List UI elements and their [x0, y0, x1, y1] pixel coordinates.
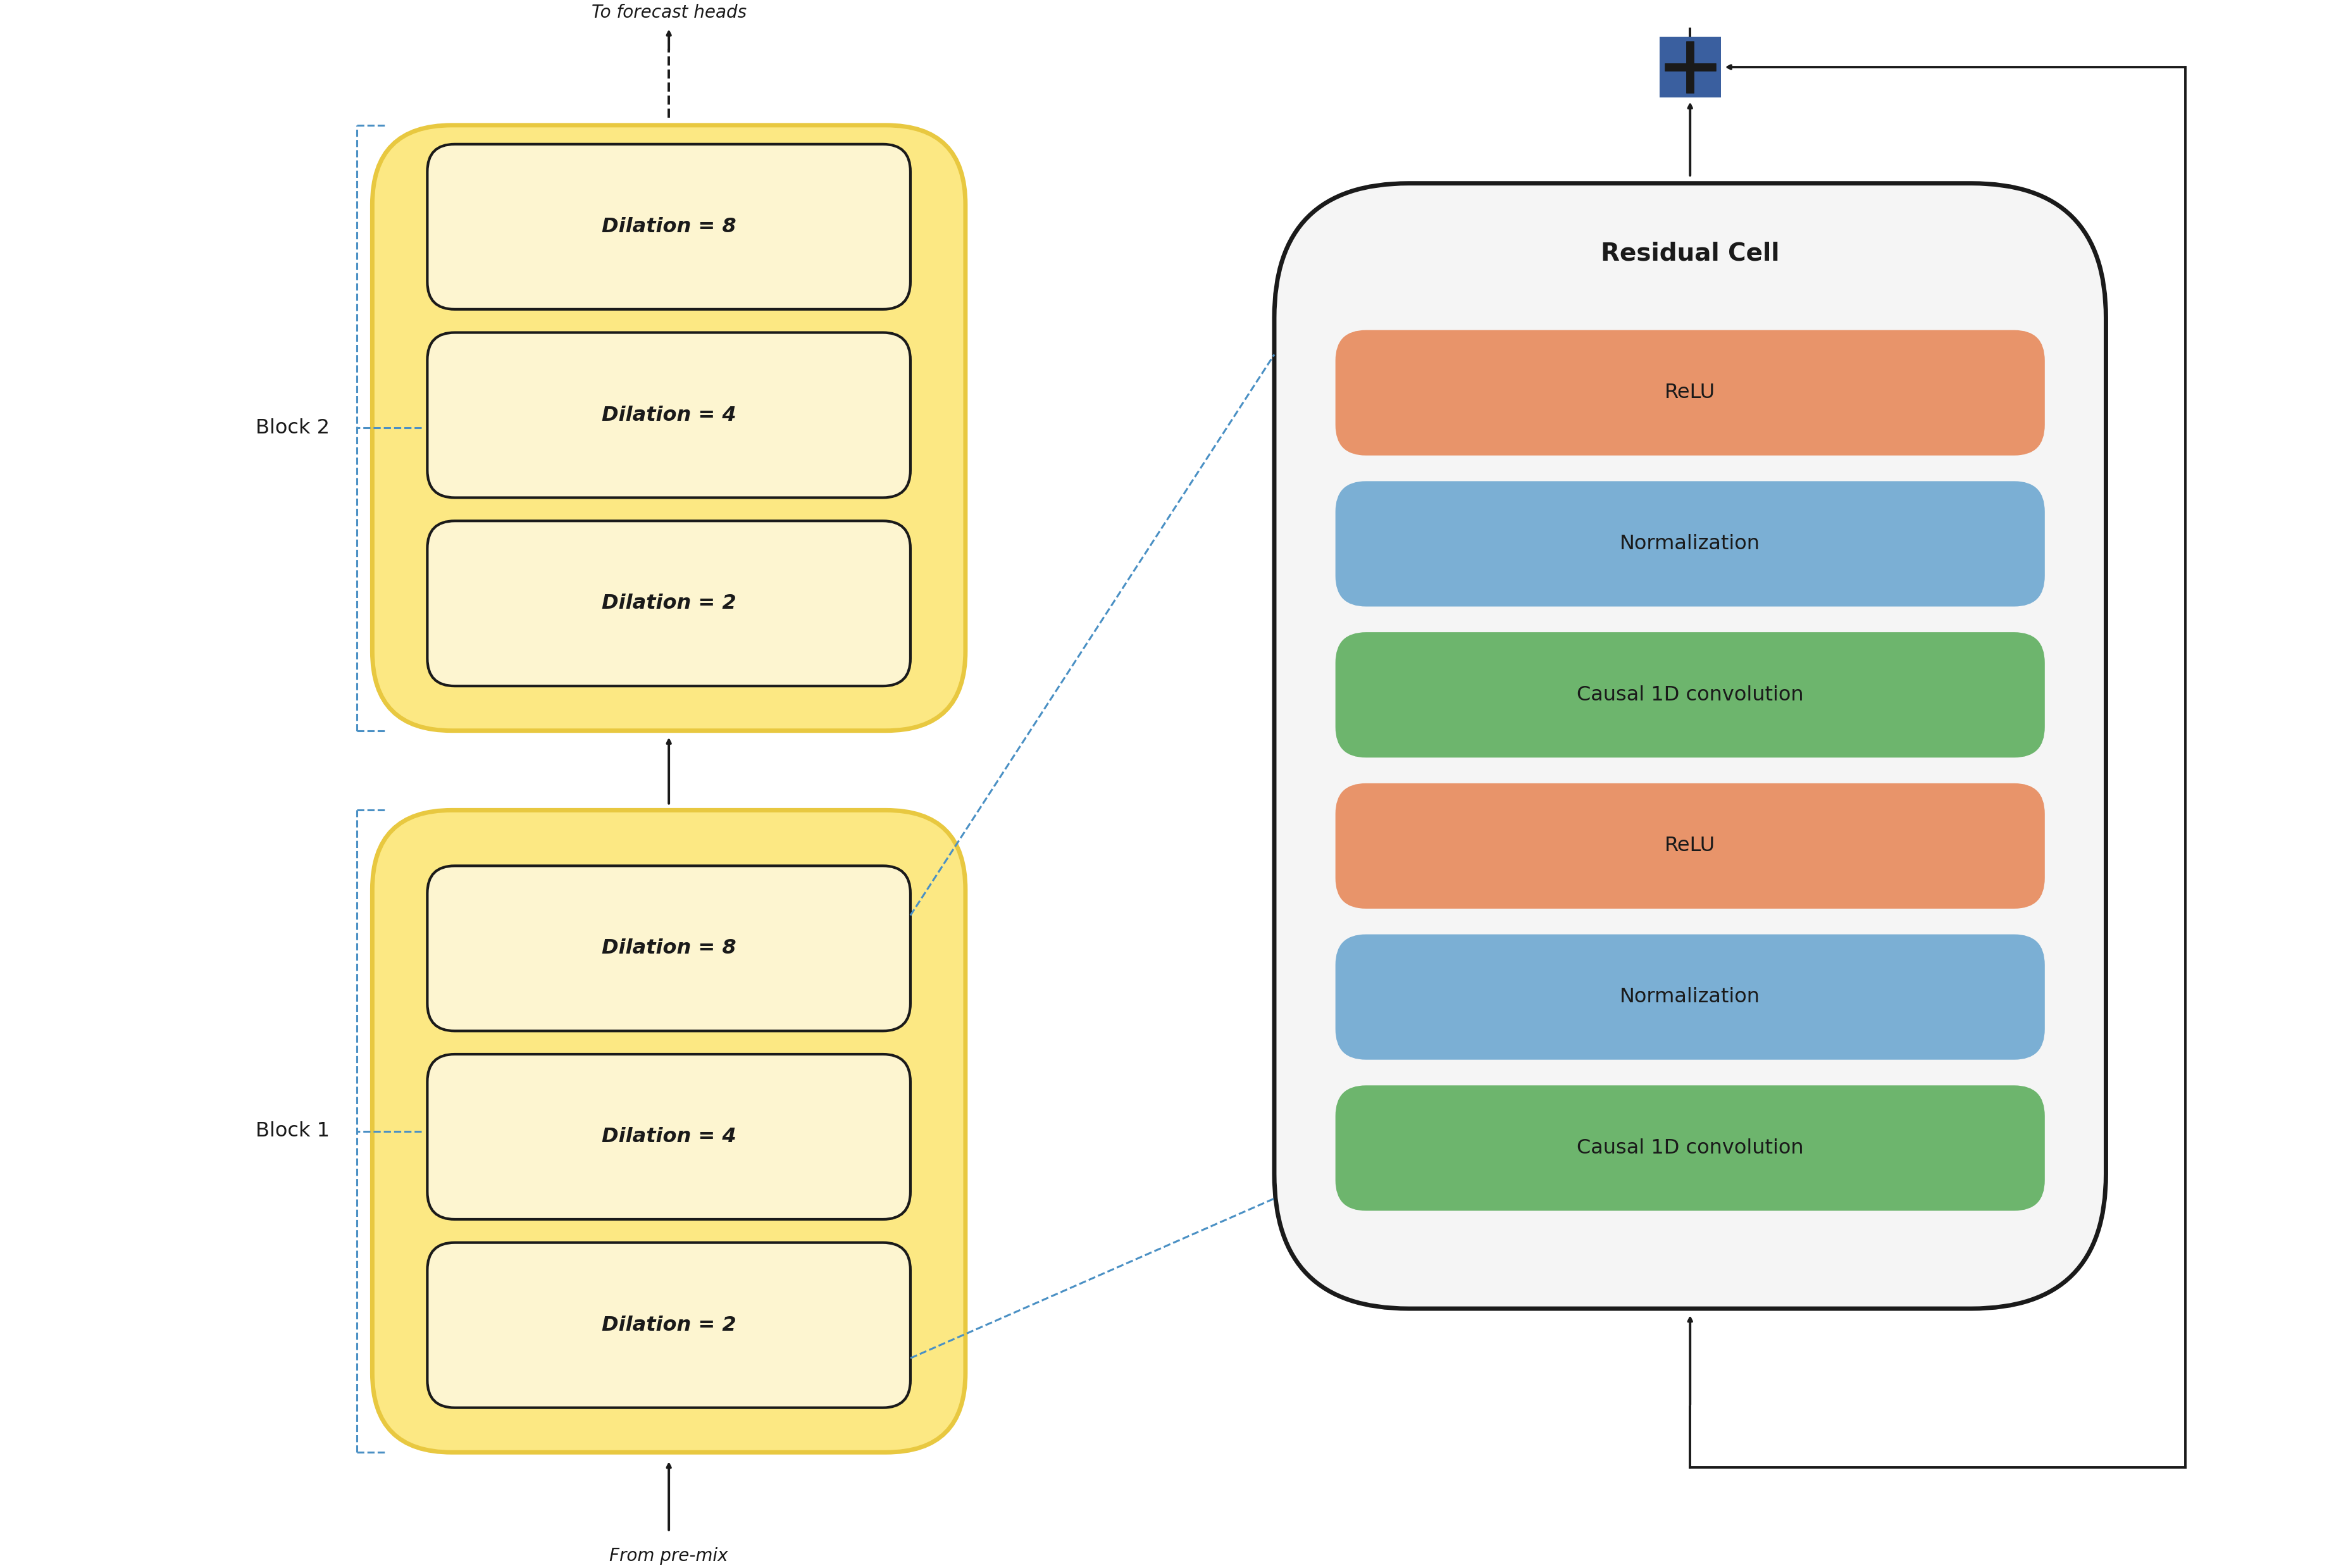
Text: Dilation = 4: Dilation = 4 — [601, 405, 736, 425]
Text: Dilation = 8: Dilation = 8 — [601, 216, 736, 237]
FancyBboxPatch shape — [426, 144, 911, 309]
Text: Dilation = 2: Dilation = 2 — [601, 594, 736, 613]
Text: Normalization: Normalization — [1621, 988, 1761, 1007]
FancyBboxPatch shape — [426, 1242, 911, 1408]
FancyBboxPatch shape — [1661, 36, 1721, 97]
Text: Normalization: Normalization — [1621, 535, 1761, 554]
FancyBboxPatch shape — [1274, 183, 2105, 1309]
FancyBboxPatch shape — [1335, 481, 2045, 607]
Text: Residual Cell: Residual Cell — [1600, 241, 1779, 265]
FancyBboxPatch shape — [426, 866, 911, 1030]
Text: To forecast heads: To forecast heads — [592, 3, 745, 22]
FancyBboxPatch shape — [1335, 935, 2045, 1060]
Text: Causal 1D convolution: Causal 1D convolution — [1577, 685, 1803, 704]
FancyBboxPatch shape — [426, 332, 911, 497]
FancyBboxPatch shape — [1335, 632, 2045, 757]
Text: Block 2: Block 2 — [256, 419, 328, 437]
Text: Dilation = 2: Dilation = 2 — [601, 1316, 736, 1334]
Text: Block 1: Block 1 — [256, 1121, 328, 1142]
Text: From pre-mix: From pre-mix — [610, 1548, 729, 1565]
Text: ReLU: ReLU — [1665, 383, 1716, 403]
FancyBboxPatch shape — [1335, 784, 2045, 908]
FancyBboxPatch shape — [1335, 1085, 2045, 1210]
Text: Dilation = 4: Dilation = 4 — [601, 1127, 736, 1146]
FancyBboxPatch shape — [1335, 331, 2045, 455]
Text: Causal 1D convolution: Causal 1D convolution — [1577, 1138, 1803, 1157]
FancyBboxPatch shape — [373, 811, 967, 1452]
FancyBboxPatch shape — [373, 125, 967, 731]
FancyBboxPatch shape — [426, 521, 911, 687]
FancyBboxPatch shape — [426, 1054, 911, 1220]
Text: ReLU: ReLU — [1665, 836, 1716, 856]
Text: Dilation = 8: Dilation = 8 — [601, 939, 736, 958]
